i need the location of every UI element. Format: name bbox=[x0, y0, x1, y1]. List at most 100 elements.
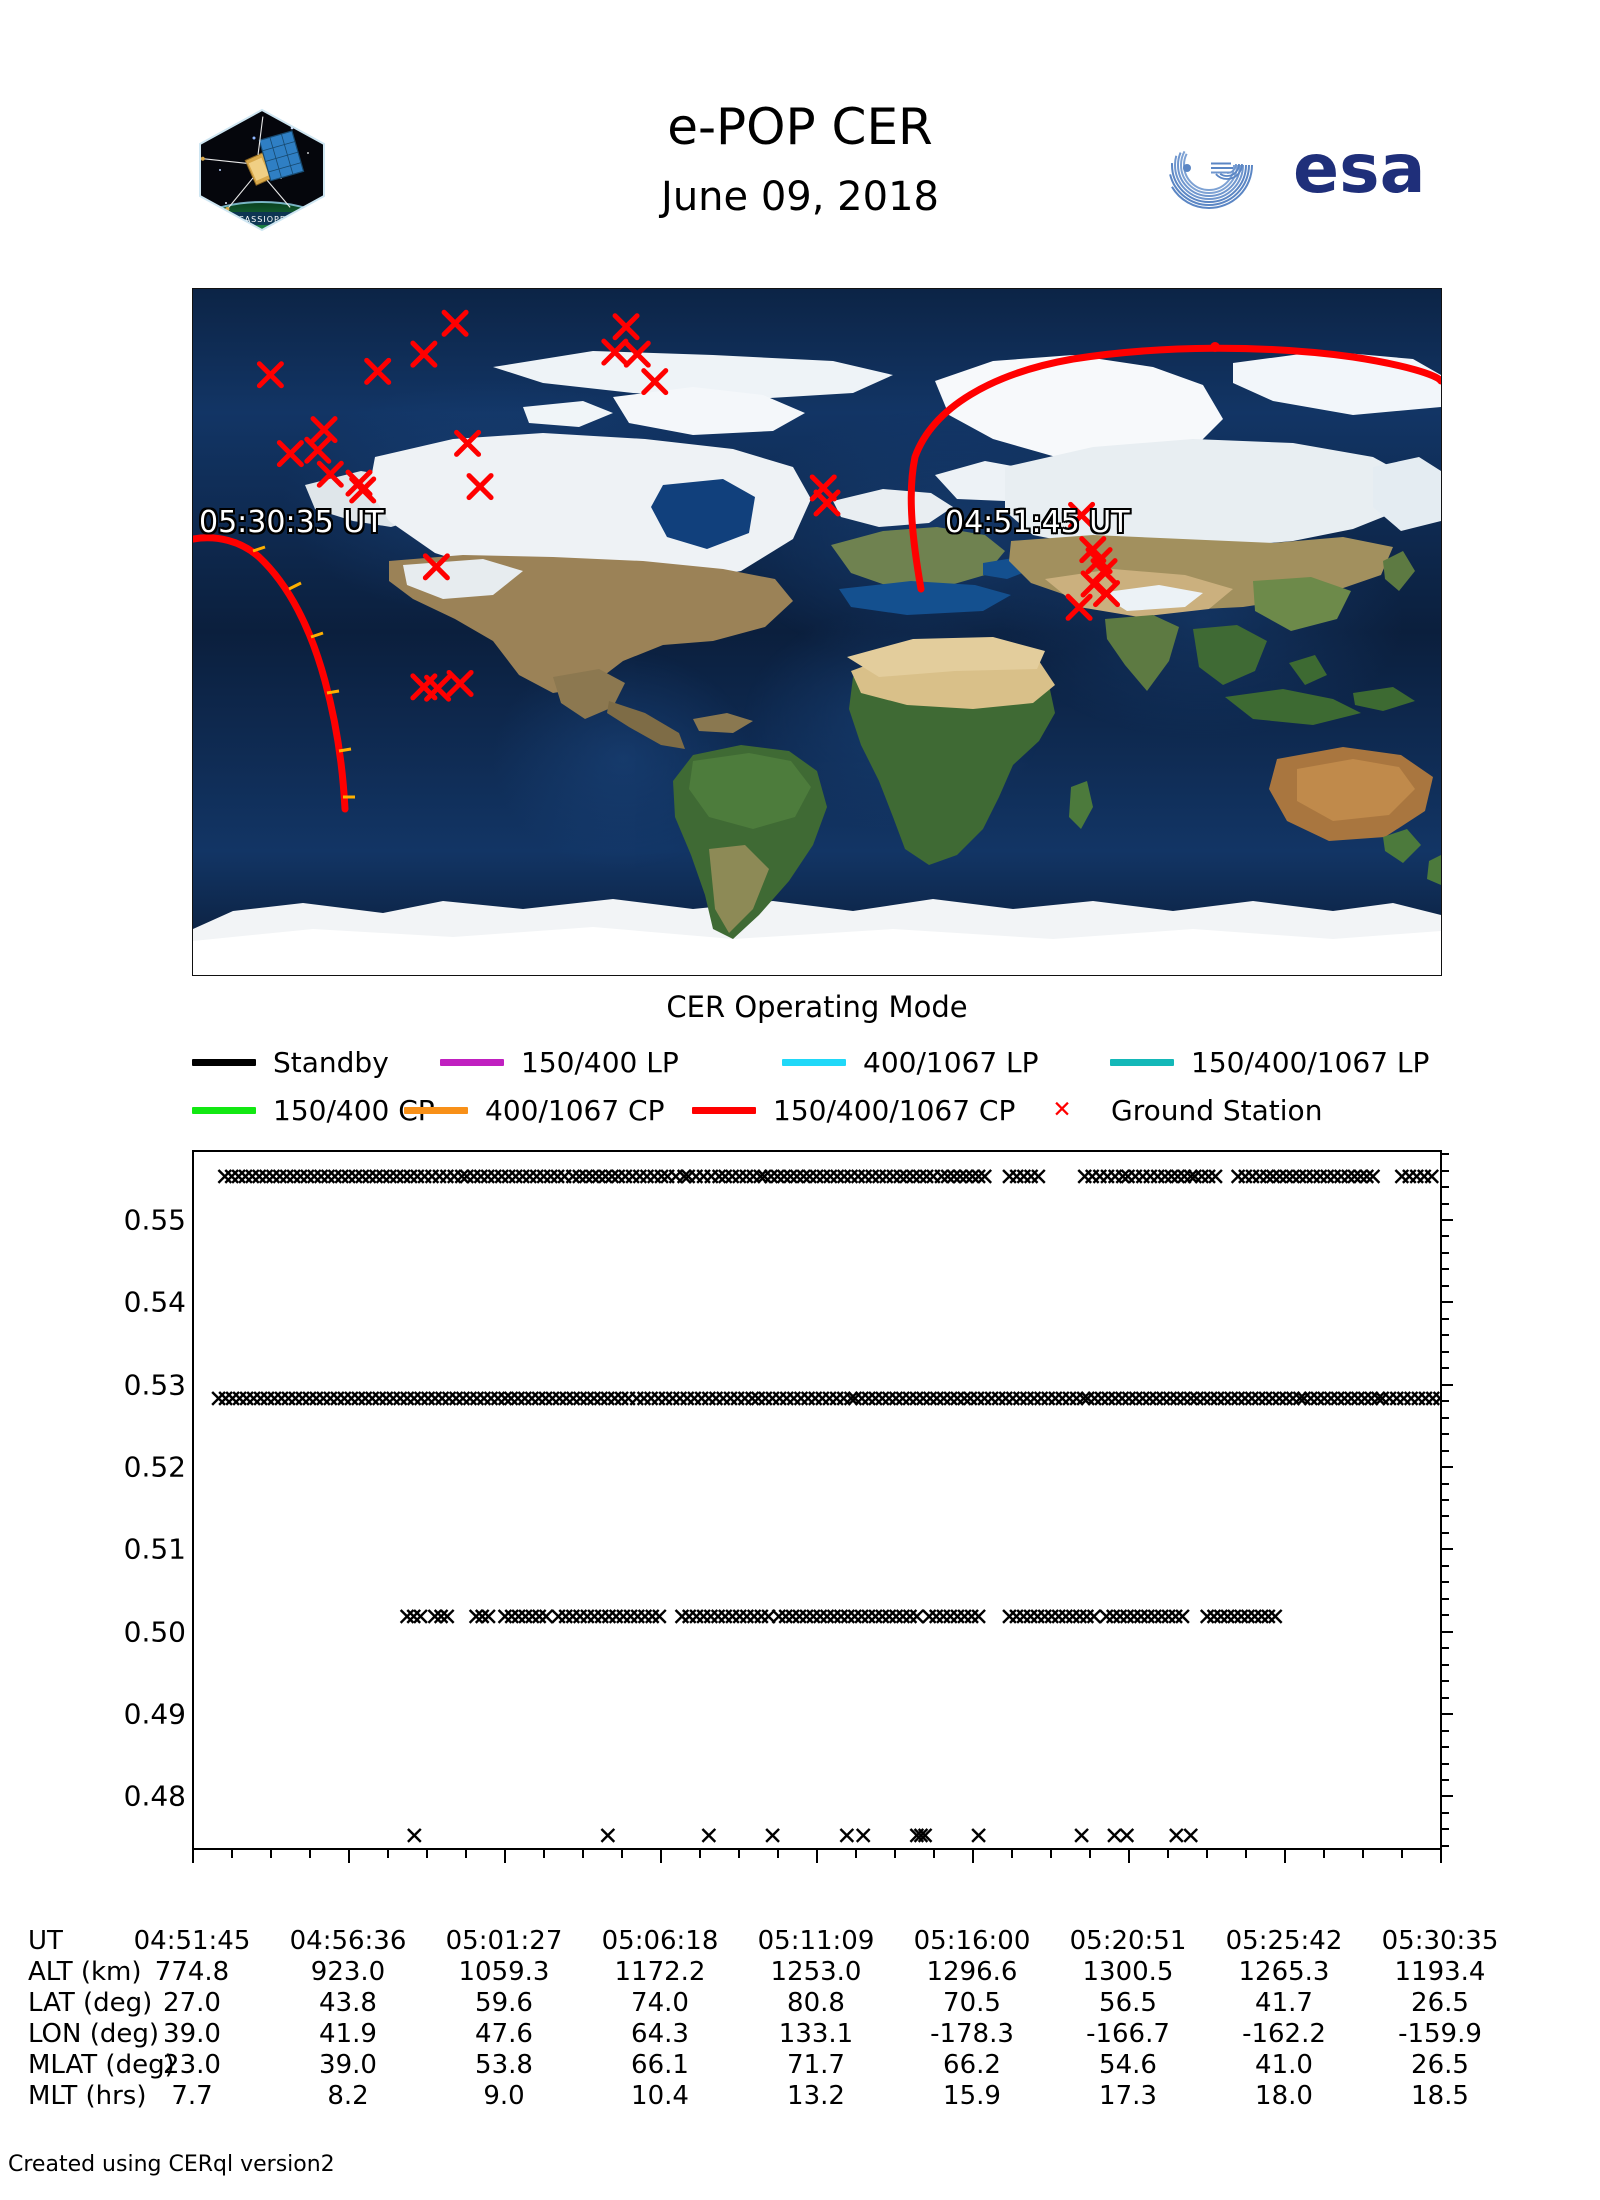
data-point-level-0.5020: ✕ bbox=[515, 1602, 536, 1632]
data-point-level-0.5285: ✕ bbox=[347, 1384, 369, 1414]
data-point-level-0.5020: ✕ bbox=[1116, 1602, 1138, 1632]
table-cell: 41.7 bbox=[1255, 1988, 1313, 2018]
data-point-level-0.5020: ✕ bbox=[858, 1602, 879, 1632]
data-point-level-0.5285: ✕ bbox=[1340, 1384, 1362, 1414]
data-point-level-0.5020: ✕ bbox=[396, 1602, 418, 1632]
y-tick-minor bbox=[1442, 1433, 1449, 1436]
legend-item-400-1067-cp[interactable]: 400/1067 CP bbox=[404, 1088, 664, 1132]
data-point-level-0.5555: ✕ bbox=[262, 1162, 284, 1192]
data-point-level-0.5555: ✕ bbox=[1154, 1162, 1176, 1192]
data-point-level-0.5020: ✕ bbox=[576, 1602, 598, 1632]
data-point-level-0.5285: ✕ bbox=[431, 1384, 453, 1414]
data-point-level-0.5555: ✕ bbox=[1262, 1162, 1284, 1192]
data-point-level-0.5555: ✕ bbox=[1350, 1162, 1372, 1192]
data-point-level-0.5555: ✕ bbox=[283, 1162, 305, 1192]
table-cell: 1296.6 bbox=[926, 1957, 1018, 1987]
legend-item-ground-station[interactable]: ✕ Ground Station bbox=[1030, 1088, 1322, 1132]
x-tick-minor bbox=[270, 1850, 272, 1858]
data-point-level-0.5285: ✕ bbox=[312, 1384, 334, 1414]
data-point-level-0.5020: ✕ bbox=[634, 1602, 656, 1632]
table-cell: 1265.3 bbox=[1238, 1957, 1330, 1987]
data-point-level-0.5020: ✕ bbox=[932, 1602, 954, 1632]
table-row-label: MLT (hrs) bbox=[28, 2081, 147, 2111]
data-point-level-0.5285: ✕ bbox=[1111, 1384, 1133, 1414]
data-point-level-0.5020: ✕ bbox=[999, 1602, 1020, 1632]
data-point-level-0.5555: ✕ bbox=[700, 1162, 722, 1192]
data-point-level-0.5020: ✕ bbox=[1196, 1602, 1218, 1632]
y-tick-minor bbox=[1442, 1762, 1449, 1765]
cer-current-scatter-plot[interactable]: ✕ ✕ ✕ ✕ ✕ ✕ ✕ ✕ ✕ ✕ ✕ ✕ ✕ ✕ ✕ ✕ ✕ ✕ ✕ ✕ ✕ ✕ ✕ ✕ ✕ ✕ ✕ ✕ ✕ ✕ ✕ ✕ ✕ ✕ ✕ ✕ ✕ ✕ ✕ ✕… bbox=[192, 1150, 1442, 1850]
data-point-level-0.5285: ✕ bbox=[851, 1384, 873, 1414]
data-point-level-0.5555: ✕ bbox=[943, 1162, 965, 1192]
x-tick-minor bbox=[1167, 1850, 1169, 1858]
data-point-level-0.5555: ✕ bbox=[1282, 1162, 1304, 1192]
data-point-level-0.5285: ✕ bbox=[705, 1384, 727, 1414]
ground-station-marker bbox=[1093, 580, 1121, 608]
title-block: e-POP CER June 09, 2018 bbox=[400, 100, 1200, 220]
data-point-level-0.5020: ✕ bbox=[465, 1602, 487, 1632]
data-point-level-0.4755: ✕ bbox=[910, 1821, 932, 1848]
data-point-level-0.4755: ✕ bbox=[852, 1821, 874, 1848]
y-tick-minor bbox=[1442, 1680, 1449, 1683]
data-point-level-0.5555: ✕ bbox=[358, 1162, 380, 1192]
ground-station-marker bbox=[641, 368, 669, 396]
data-point-level-0.5285: ✕ bbox=[438, 1384, 460, 1414]
y-tick-label: 0.51 bbox=[123, 1532, 186, 1566]
x-tick-minor bbox=[465, 1850, 467, 1858]
data-point-level-0.5285: ✕ bbox=[819, 1384, 841, 1414]
ground-station-marker bbox=[256, 361, 284, 389]
ground-station-marker bbox=[1065, 593, 1093, 621]
legend-item-150-400-1067-lp[interactable]: 150/400/1067 LP bbox=[1110, 1040, 1429, 1084]
data-point-level-0.5285: ✕ bbox=[1393, 1384, 1415, 1414]
data-point-level-0.5020: ✕ bbox=[1230, 1602, 1252, 1632]
data-point-level-0.5285: ✕ bbox=[417, 1384, 439, 1414]
data-point-level-0.4755: ✕ bbox=[1116, 1821, 1138, 1848]
data-point-level-0.5020: ✕ bbox=[939, 1602, 961, 1632]
data-point-level-0.5285: ✕ bbox=[1255, 1384, 1277, 1414]
data-point-level-0.5555: ✕ bbox=[568, 1162, 590, 1192]
data-point-level-0.5020: ✕ bbox=[1210, 1602, 1232, 1632]
legend-item-150-400-1067-cp[interactable]: 150/400/1067 CP bbox=[692, 1088, 1015, 1132]
data-point-level-0.5555: ✕ bbox=[1269, 1162, 1291, 1192]
data-point-level-0.5020: ✕ bbox=[555, 1602, 577, 1632]
ground-station-marker bbox=[441, 309, 469, 337]
data-point-level-0.5555: ✕ bbox=[386, 1162, 408, 1192]
data-point-level-0.5285: ✕ bbox=[1400, 1384, 1422, 1414]
data-point-level-0.5555: ✕ bbox=[581, 1162, 603, 1192]
data-point-level-0.5020: ✕ bbox=[1109, 1602, 1131, 1632]
data-point-level-0.5555: ✕ bbox=[1184, 1162, 1206, 1192]
legend-item-150-400-cp[interactable]: 150/400 CP bbox=[192, 1088, 435, 1132]
data-point-level-0.4755: ✕ bbox=[906, 1821, 928, 1848]
legend-item-400-1067-lp[interactable]: 400/1067 LP bbox=[782, 1040, 1039, 1084]
data-point-level-0.5020: ✕ bbox=[547, 1602, 569, 1632]
table-cell: 43.8 bbox=[319, 1988, 377, 2018]
data-point-level-0.5285: ✕ bbox=[1386, 1384, 1408, 1414]
y-tick-label: 0.52 bbox=[123, 1450, 186, 1484]
data-point-level-0.5555: ✕ bbox=[1180, 1162, 1202, 1192]
data-point-level-0.5555: ✕ bbox=[721, 1162, 743, 1192]
data-point-level-0.5020: ✕ bbox=[494, 1602, 516, 1632]
data-point-level-0.5020: ✕ bbox=[1264, 1602, 1286, 1632]
y-tick-minor bbox=[1442, 1350, 1449, 1353]
data-point-level-0.5555: ✕ bbox=[601, 1162, 623, 1192]
data-point-level-0.5020: ✕ bbox=[424, 1602, 446, 1632]
data-point-level-0.5285: ✕ bbox=[727, 1384, 749, 1414]
world-map-panel[interactable]: 05:30:35 UT 04:51:45 UT bbox=[192, 288, 1442, 976]
data-point-level-0.5555: ✕ bbox=[735, 1162, 757, 1192]
data-point-level-0.5555: ✕ bbox=[693, 1162, 715, 1192]
data-point-level-0.5285: ✕ bbox=[1159, 1384, 1181, 1414]
data-point-level-0.5555: ✕ bbox=[1343, 1162, 1365, 1192]
data-point-level-0.5285: ✕ bbox=[797, 1384, 819, 1414]
data-point-level-0.5555: ✕ bbox=[949, 1162, 971, 1192]
data-point-level-0.5020: ✕ bbox=[954, 1602, 975, 1632]
legend-item-standby[interactable]: Standby bbox=[192, 1040, 389, 1084]
data-point-level-0.5285: ✕ bbox=[1371, 1384, 1393, 1414]
data-point-level-0.5285: ✕ bbox=[858, 1384, 880, 1414]
y-tick-minor bbox=[1442, 1235, 1449, 1238]
data-point-level-0.5285: ✕ bbox=[1378, 1384, 1400, 1414]
legend-item-150-400-lp[interactable]: 150/400 LP bbox=[440, 1040, 679, 1084]
data-point-level-0.5020: ✕ bbox=[1020, 1602, 1042, 1632]
data-point-level-0.5555: ✕ bbox=[317, 1162, 339, 1192]
y-tick-mark bbox=[1442, 1713, 1453, 1716]
x-tick-minor bbox=[777, 1850, 779, 1858]
